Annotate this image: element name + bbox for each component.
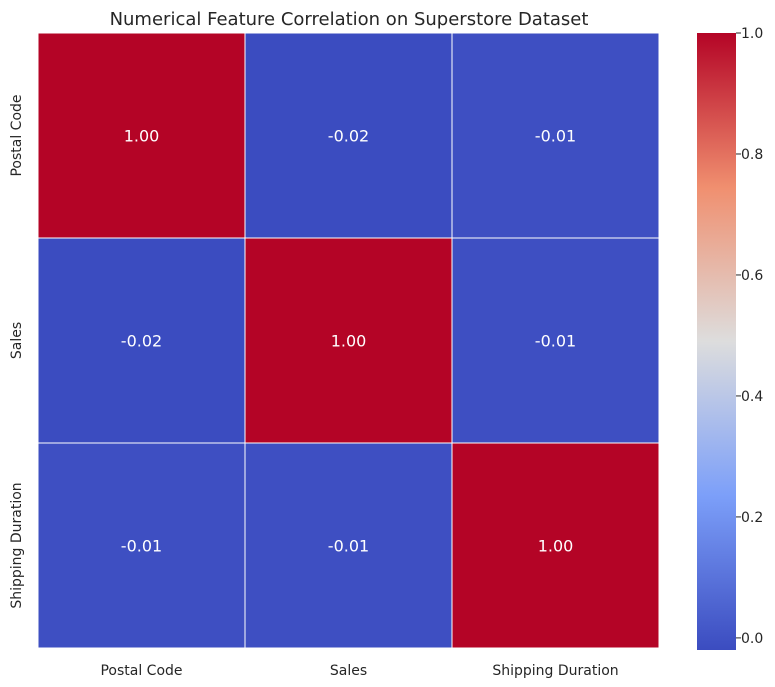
heatmap-cell [37, 32, 246, 239]
x-axis-tick-labels: Postal Code Sales Shipping Duration [100, 663, 618, 679]
cell-value-label: -0.01 [535, 332, 576, 351]
colorbar: 0.0 0.2 0.4 0.6 0.8 1.0 [697, 26, 763, 650]
colorbar-tick-label: 0.6 [741, 268, 763, 284]
heatmap-cell [244, 237, 453, 444]
cell-value-label: -0.02 [328, 127, 369, 146]
x-tick-label: Shipping Duration [492, 663, 618, 679]
y-tick-label: Postal Code [9, 94, 25, 176]
heatmap-cell [451, 32, 660, 239]
colorbar-tick-label: 0.8 [741, 147, 763, 163]
cell-value-label: -0.02 [121, 332, 162, 351]
chart-title: Numerical Feature Correlation on Superst… [110, 9, 589, 30]
cell-value-label: 1.00 [331, 332, 367, 351]
colorbar-tick-label: 0.2 [741, 510, 763, 526]
y-tick-label: Sales [9, 322, 25, 359]
y-axis-tick-labels: Postal Code Sales Shipping Duration [9, 94, 25, 608]
heatmap-cell [37, 442, 246, 649]
cell-value-label: 1.00 [124, 127, 160, 146]
heatmap-cell [451, 442, 660, 649]
heatmap-cell [244, 442, 453, 649]
colorbar-tick-label: 0.4 [741, 389, 763, 405]
colorbar-tick-label: 1.0 [741, 26, 763, 42]
colorbar-tick-label: 0.0 [741, 631, 763, 647]
colorbar-gradient [697, 33, 736, 650]
heatmap-cell [37, 237, 246, 444]
heatmap-cells [37, 32, 660, 649]
y-tick-label: Shipping Duration [9, 482, 25, 608]
cell-value-label: 1.00 [538, 537, 574, 556]
cell-value-label: -0.01 [328, 537, 369, 556]
heatmap-cell-labels: 1.00 -0.02 -0.01 -0.02 1.00 -0.01 -0.01 -0.01 1.… [121, 127, 576, 556]
x-tick-label: Sales [330, 663, 367, 679]
x-tick-label: Postal Code [100, 663, 182, 679]
heatmap-cell [244, 32, 453, 239]
heatmap-cell [451, 237, 660, 444]
cell-value-label: -0.01 [121, 537, 162, 556]
cell-value-label: -0.01 [535, 127, 576, 146]
